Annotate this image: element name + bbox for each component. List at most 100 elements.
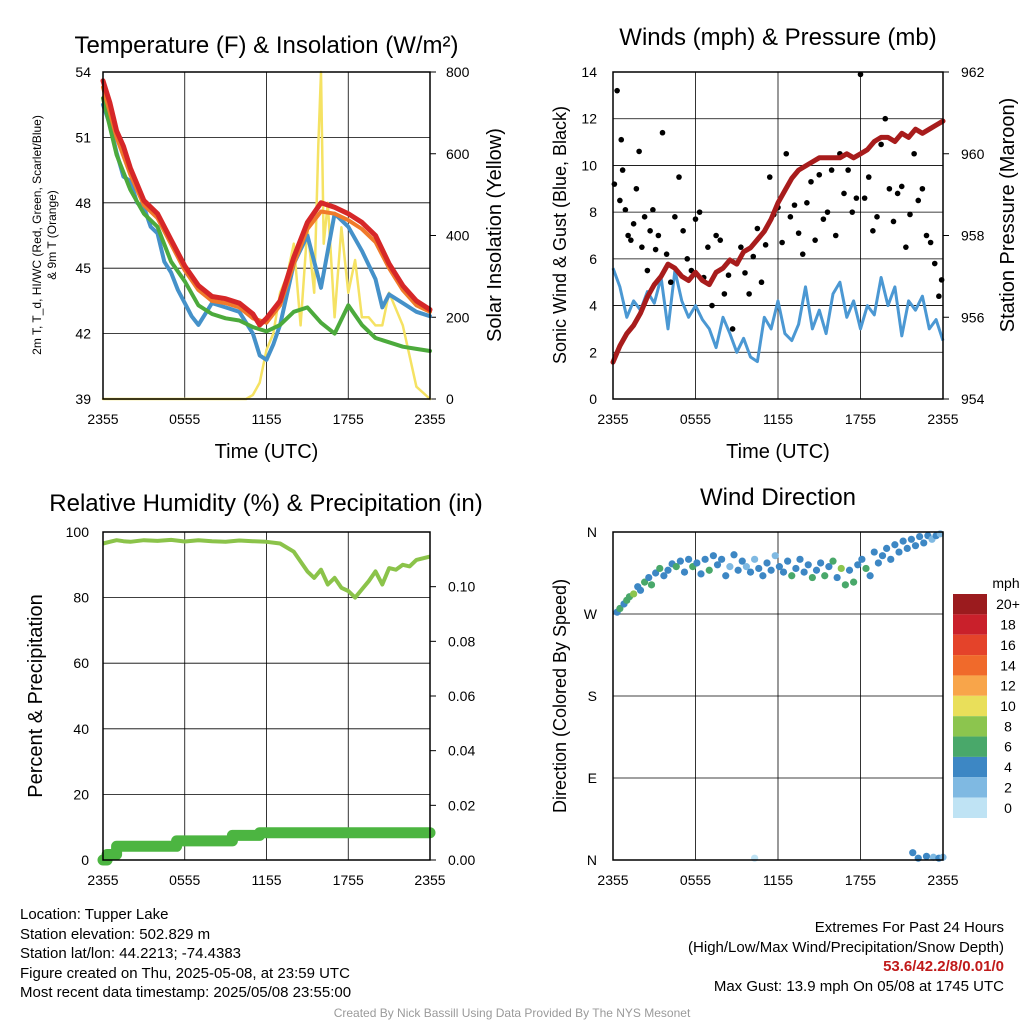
direction-point: [796, 555, 804, 563]
gust-point: [861, 195, 868, 201]
gust-point: [804, 200, 810, 206]
gust-point: [878, 141, 884, 148]
y2-tick-label: 0.00: [448, 852, 475, 868]
gust-point: [750, 253, 757, 260]
gust-point: [857, 71, 864, 78]
gust-point: [633, 185, 640, 192]
gust-point: [812, 237, 818, 243]
direction-point: [833, 573, 841, 582]
direction-point: [808, 573, 816, 582]
gust-point: [931, 260, 938, 267]
colorbar-swatch: [953, 716, 987, 737]
direction-point: [672, 563, 680, 571]
colorbar-label: 16: [1000, 637, 1016, 653]
gust-point: [619, 167, 626, 173]
x-tick-label: 2355: [597, 411, 628, 427]
y2-tick-label: 0: [446, 391, 454, 407]
station-location: Location: Tupper Lake: [20, 906, 169, 923]
gust-point: [655, 232, 662, 239]
x-tick-label: 1755: [845, 872, 876, 888]
direction-point: [636, 586, 645, 594]
gust-point: [650, 207, 656, 213]
wind-line: [611, 267, 945, 364]
gust-point: [667, 279, 674, 286]
figure-created: Figure created on Thu, 2025-05-08, at 23…: [20, 964, 350, 982]
direction-point: [656, 564, 664, 573]
y2-tick-label: 0.10: [448, 579, 475, 595]
y-axis-label: Percent & Precipitation: [25, 594, 47, 797]
gust-point: [725, 272, 732, 279]
direction-point: [850, 578, 858, 586]
y2-tick-label: 954: [961, 391, 985, 407]
gust-point: [696, 209, 703, 215]
direction-point: [825, 563, 833, 571]
gust-point: [659, 129, 666, 136]
y2-tick-label: 0.08: [448, 633, 475, 649]
max-gust: Max Gust: 13.9 mph On 05/08 at 1745 UTC: [713, 977, 1004, 995]
colorbar-unit: mph: [992, 575, 1019, 591]
direction-point: [821, 572, 829, 580]
colorbar-label: 4: [1004, 759, 1012, 775]
y2-tick-label: 400: [446, 228, 470, 244]
direction-point: [800, 568, 808, 576]
y-axis-label-line2: & 9m T (Orange): [45, 190, 59, 280]
colorbar-swatch: [953, 695, 987, 717]
y2-axis-label: Solar Insolation (Yellow): [484, 128, 506, 342]
y2-axis-label: Station Pressure (Maroon): [997, 98, 1019, 333]
recent-timestamp: Most recent data timestamp: 2025/05/08 2…: [20, 984, 352, 1001]
gust-point: [652, 246, 659, 253]
x-tick-label: 1155: [251, 411, 281, 427]
gust-point: [721, 291, 728, 297]
direction-point: [697, 570, 705, 578]
direction-point: [858, 555, 866, 563]
direction-point: [920, 539, 928, 547]
gust-point: [853, 195, 860, 201]
gust-point: [816, 171, 823, 178]
y2-tick-label: 0.04: [448, 743, 475, 759]
direction-point: [767, 566, 775, 574]
direction-point: [713, 561, 722, 569]
gust-point: [641, 214, 648, 220]
direction-point: [742, 563, 750, 571]
colorbar-swatch: [953, 594, 987, 615]
direction-point: [660, 572, 668, 580]
gust-point: [841, 190, 847, 197]
x-tick-label: 2355: [414, 411, 445, 427]
y-tick-label: N: [587, 852, 597, 868]
direction-point: [883, 544, 891, 553]
direction-point: [792, 564, 800, 573]
y-tick-label: 80: [73, 590, 89, 606]
y-tick-label: 39: [75, 391, 91, 407]
plot-frame: [102, 531, 431, 861]
gust-point: [663, 251, 670, 257]
x-tick-label: 2355: [87, 872, 118, 888]
gust-point: [923, 232, 930, 239]
direction-point: [718, 555, 726, 563]
gust-point: [936, 293, 942, 300]
gust-point: [779, 239, 785, 246]
direction-point: [701, 555, 709, 563]
gust-point: [672, 214, 678, 220]
pressure-line: [610, 118, 946, 365]
gust-point: [808, 178, 814, 185]
gust-point: [758, 279, 765, 286]
gust-point: [742, 270, 748, 276]
gust-point: [692, 216, 699, 222]
y-tick-label: 42: [75, 326, 91, 342]
y-axis-label: Direction (Colored By Speed): [550, 579, 570, 813]
gust-point: [676, 174, 682, 180]
y-tick-label: 14: [581, 64, 597, 80]
gust-point: [684, 256, 691, 262]
gust-point: [639, 244, 645, 250]
y-tick-label: 45: [75, 260, 91, 276]
x-tick-label: 1155: [251, 872, 281, 888]
direction-point: [929, 853, 937, 861]
gust-point: [630, 221, 637, 227]
colorbar-label: 20+: [996, 596, 1020, 612]
gust-point: [787, 214, 794, 220]
gust-point: [618, 136, 625, 143]
x-tick-label: 1755: [333, 411, 364, 427]
plot-frame: [102, 71, 431, 400]
gust-point: [886, 185, 893, 192]
colorbar-label: 0: [1004, 800, 1012, 816]
